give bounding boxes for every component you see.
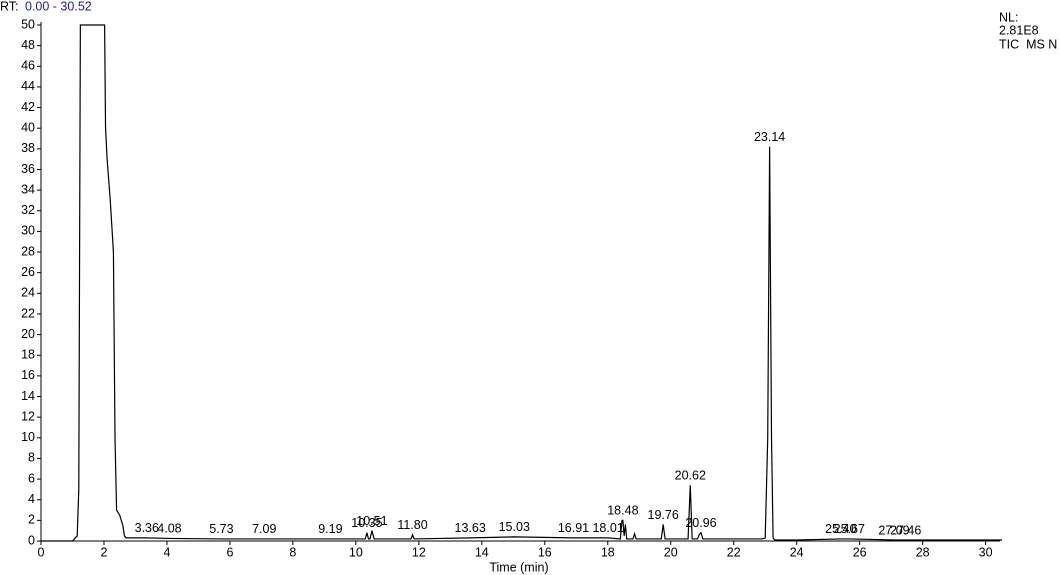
peak-label: 25.40: [825, 522, 856, 536]
y-tick-label: 30: [21, 224, 35, 238]
peak-label: 3.36: [135, 521, 159, 535]
x-tick-label: 24: [790, 545, 804, 559]
y-tick-label: 36: [21, 162, 35, 176]
y-tick-label: 2: [28, 513, 35, 527]
peak-label: 19.76: [648, 508, 679, 522]
x-tick-label: 10: [349, 545, 363, 559]
peak-label: 23.14: [754, 130, 785, 144]
x-tick-label: 6: [226, 545, 233, 559]
y-tick-label: 38: [21, 141, 35, 155]
peak-label: 13.63: [455, 521, 486, 535]
y-tick-label: 8: [28, 451, 35, 465]
peak-label: 27.09: [878, 523, 909, 537]
x-tick-label: 2: [100, 545, 107, 559]
x-tick-label: 0: [38, 545, 45, 559]
x-tick-label: 30: [979, 545, 993, 559]
y-tick-label: 12: [21, 409, 35, 423]
peak-label: 27.46: [890, 523, 921, 537]
y-tick-label: 46: [21, 59, 35, 73]
peak-label: 10.35: [351, 516, 382, 530]
y-tick-label: 26: [21, 265, 35, 279]
y-tick-label: 18: [21, 348, 35, 362]
x-tick-label: 18: [601, 545, 615, 559]
rt-label: RT:: [0, 0, 19, 13]
peak-label: 16.91: [558, 521, 589, 535]
x-tick-label: 16: [538, 545, 552, 559]
peak-label: 10.51: [356, 514, 387, 528]
rt-range: 0.00 - 30.52: [25, 0, 92, 13]
y-tick-label: 48: [21, 38, 35, 52]
nl-value: 2.81E8: [999, 23, 1039, 37]
y-tick-label: 6: [28, 471, 35, 485]
peak-label: 15.03: [499, 520, 530, 534]
y-tick-label: 20: [21, 327, 35, 341]
y-tick-label: 42: [21, 100, 35, 114]
peak-label: 9.19: [318, 522, 342, 536]
x-tick-label: 14: [475, 545, 489, 559]
peak-label: 11.80: [397, 518, 427, 532]
y-tick-label: 0: [28, 533, 35, 547]
y-tick-label: 40: [21, 120, 35, 134]
nl-label: NL:: [999, 10, 1018, 24]
peak-label: 25.67: [834, 522, 865, 536]
x-tick-label: 22: [727, 545, 741, 559]
x-tick-label: 8: [289, 545, 296, 559]
y-tick-label: 14: [21, 389, 35, 403]
x-axis-label: Time (min): [489, 560, 548, 574]
x-tick-label: 28: [916, 545, 930, 559]
peak-label: 20.62: [675, 469, 706, 483]
peak-label: 18.01: [592, 521, 623, 535]
y-tick-label: 22: [21, 306, 35, 320]
y-tick-label: 32: [21, 203, 35, 217]
scan-filter: TIC MS N: [999, 37, 1057, 51]
y-tick-label: 44: [21, 79, 35, 93]
peak-label: 7.09: [252, 522, 276, 536]
y-tick-label: 4: [28, 492, 35, 506]
y-tick-label: 10: [21, 430, 35, 444]
y-tick-label: 34: [21, 182, 35, 196]
peak-label: 20.96: [685, 516, 716, 530]
peak-label: 18.48: [607, 504, 638, 518]
y-tick-label: 28: [21, 244, 35, 258]
x-tick-label: 20: [664, 545, 678, 559]
y-tick-label: 16: [21, 368, 35, 382]
x-tick-label: 12: [412, 545, 426, 559]
y-tick-label: 50: [21, 17, 35, 31]
peak-label: 4.08: [157, 522, 181, 536]
x-tick-label: 4: [163, 545, 170, 559]
peak-label: 5.73: [209, 522, 233, 536]
y-tick-label: 24: [21, 286, 35, 300]
trace: [41, 24, 1002, 542]
x-tick-label: 26: [853, 545, 867, 559]
